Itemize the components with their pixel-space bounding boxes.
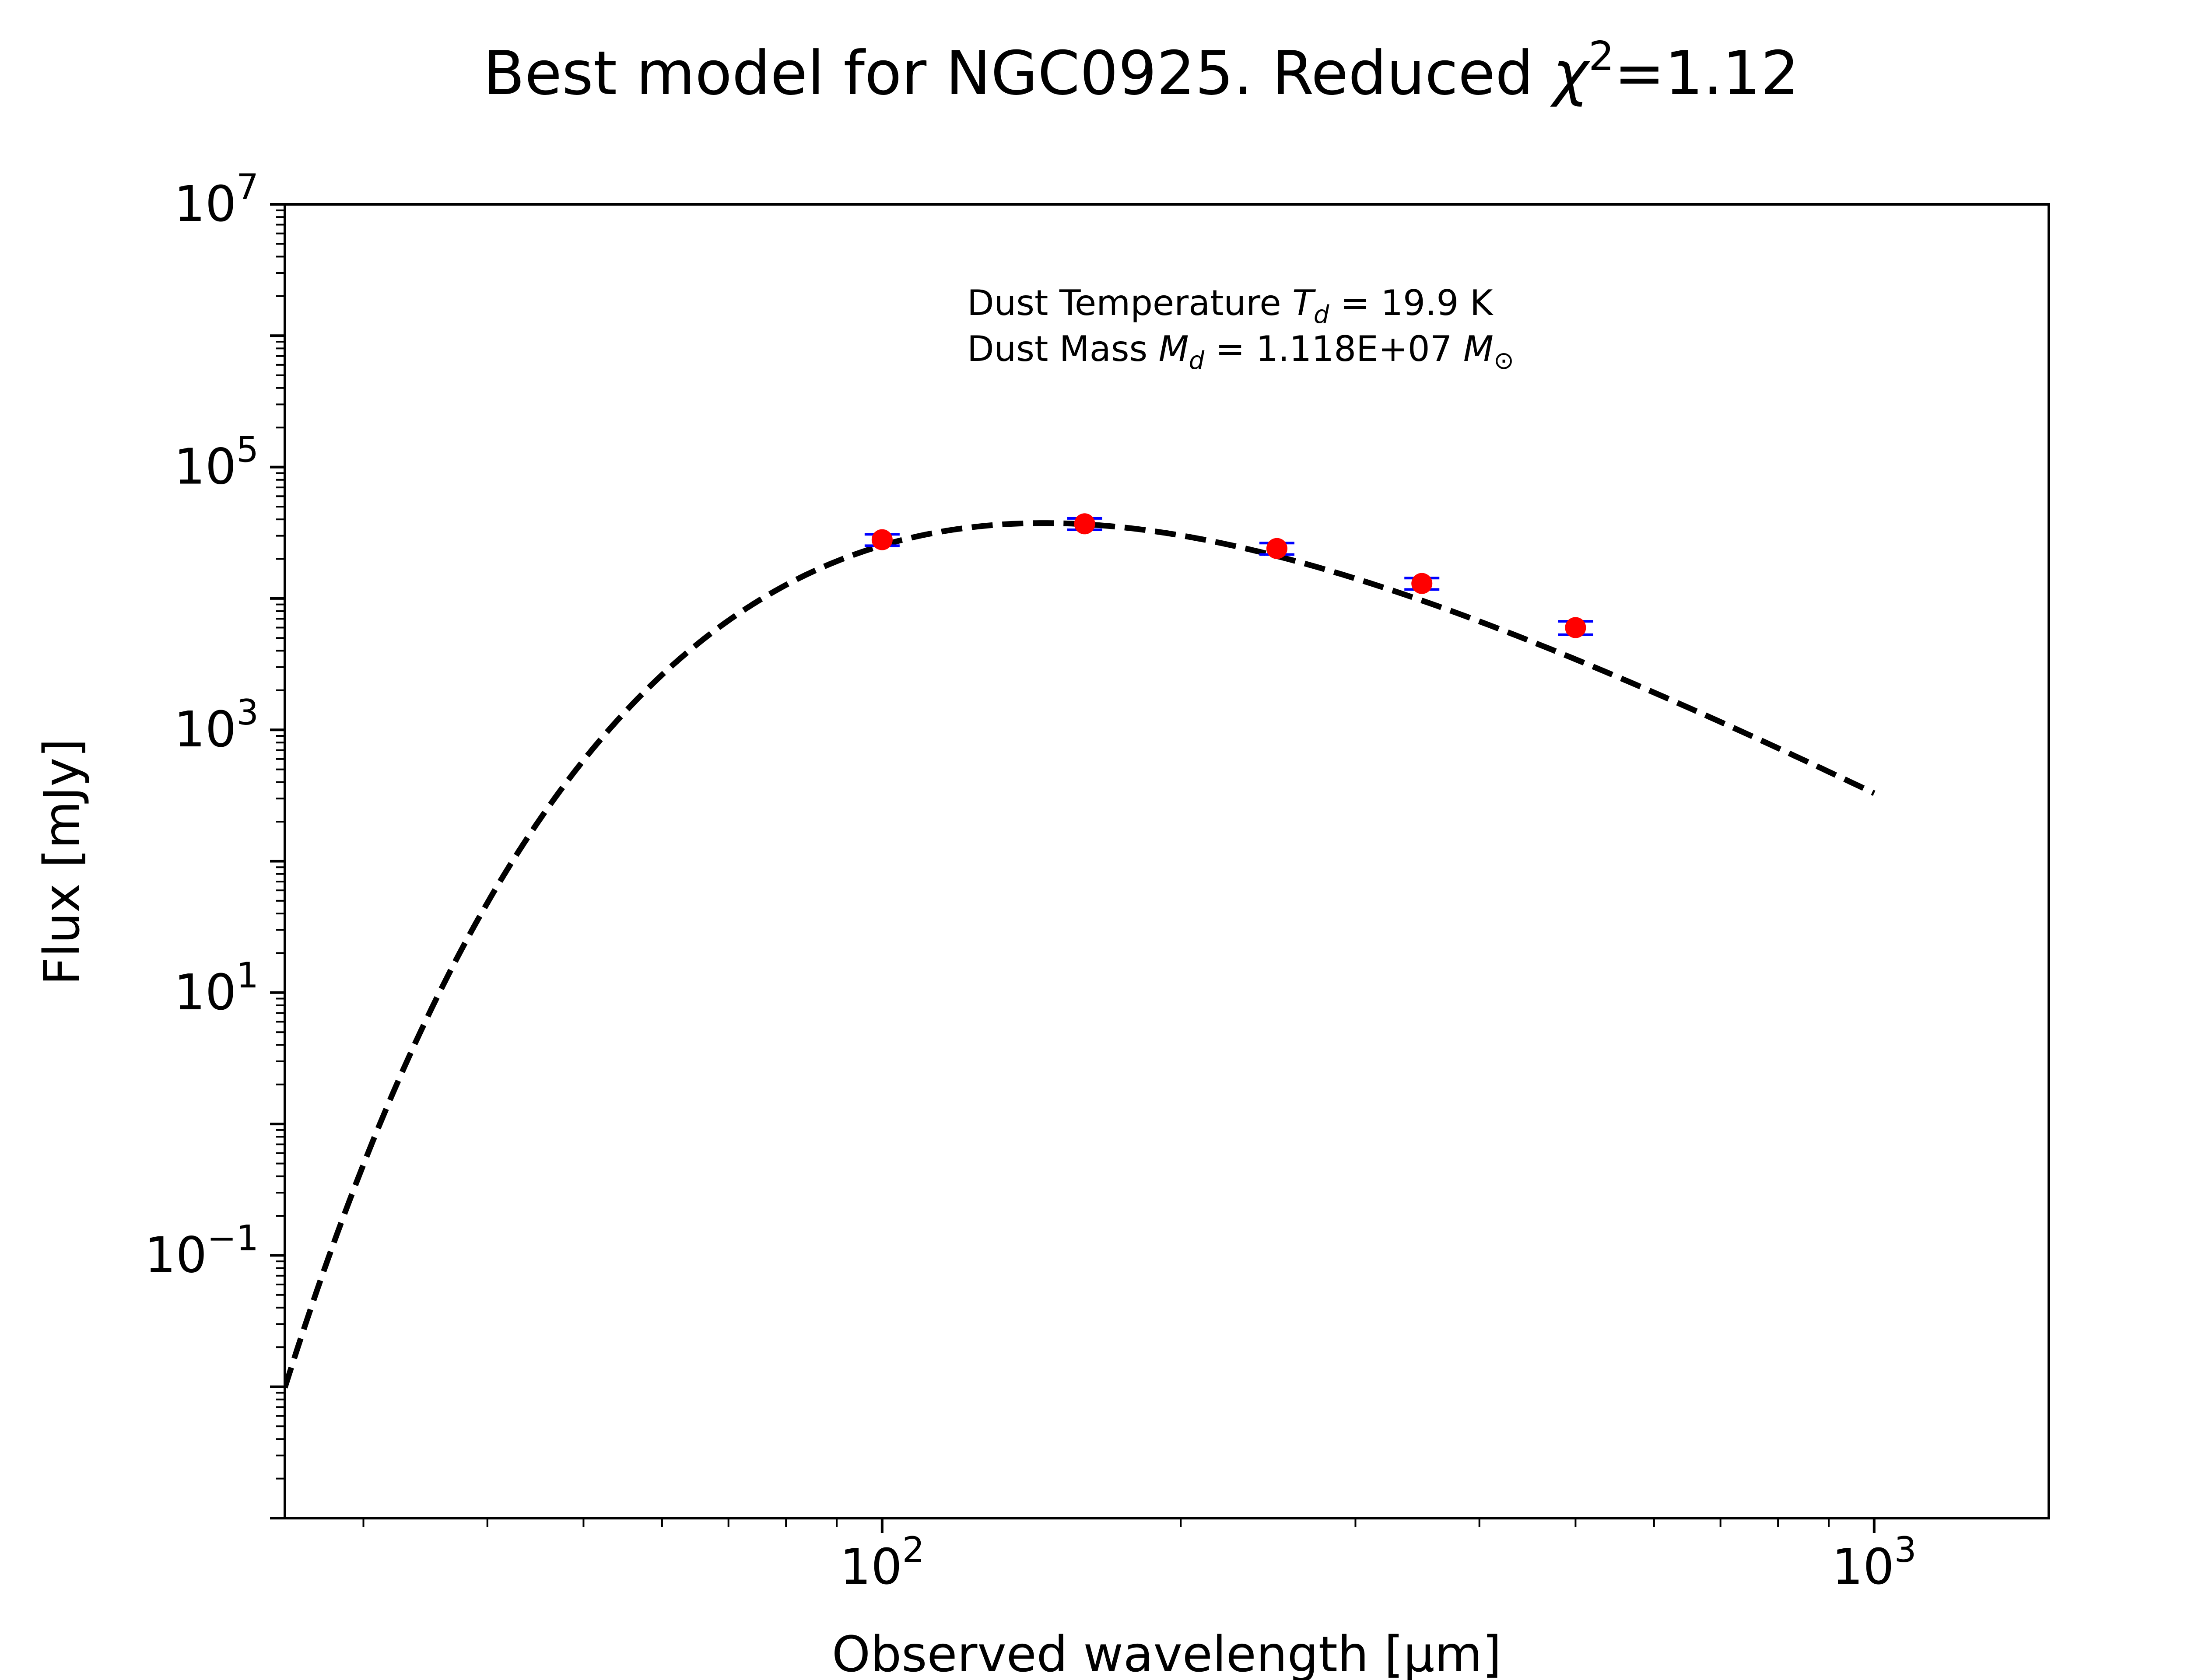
- y-axis: 10−1 101 103 105 107: [145, 167, 285, 1519]
- data-marker: [871, 529, 893, 550]
- y-tick-label: 10−1: [145, 1218, 259, 1284]
- model-curve: [285, 520, 1876, 1389]
- data-point: [1067, 513, 1102, 535]
- plot-area: [285, 513, 1876, 1389]
- data-point: [864, 529, 900, 550]
- x-tick-label: 102: [840, 1530, 924, 1596]
- data-marker: [1565, 617, 1586, 638]
- y-tick-label: 105: [174, 430, 259, 496]
- y-tick-label: 101: [174, 955, 259, 1021]
- x-tick-label: 103: [1832, 1530, 1916, 1596]
- annotation-line: Dust Mass Md = 1.118E+07 M⊙: [967, 329, 1514, 375]
- x-axis-label: Observed wavelength [μm]: [832, 1626, 1501, 1680]
- annotation-line: Dust Temperature Td = 19.9 K: [967, 283, 1494, 329]
- data-marker: [1411, 573, 1433, 594]
- data-marker: [1074, 513, 1095, 535]
- y-tick-label: 103: [174, 692, 259, 758]
- plot-frame: [284, 203, 2050, 1519]
- chart-title: Best model for NGC0925. Reduced χ2=1.12: [483, 33, 1799, 108]
- data-point: [1404, 573, 1440, 594]
- data-point: [1558, 617, 1593, 638]
- y-axis-label: Flux [mJy]: [34, 738, 91, 985]
- x-axis: 102 103: [362, 1518, 1917, 1596]
- data-marker: [1266, 538, 1287, 559]
- y-tick-label: 107: [174, 167, 259, 233]
- data-point: [1259, 538, 1294, 559]
